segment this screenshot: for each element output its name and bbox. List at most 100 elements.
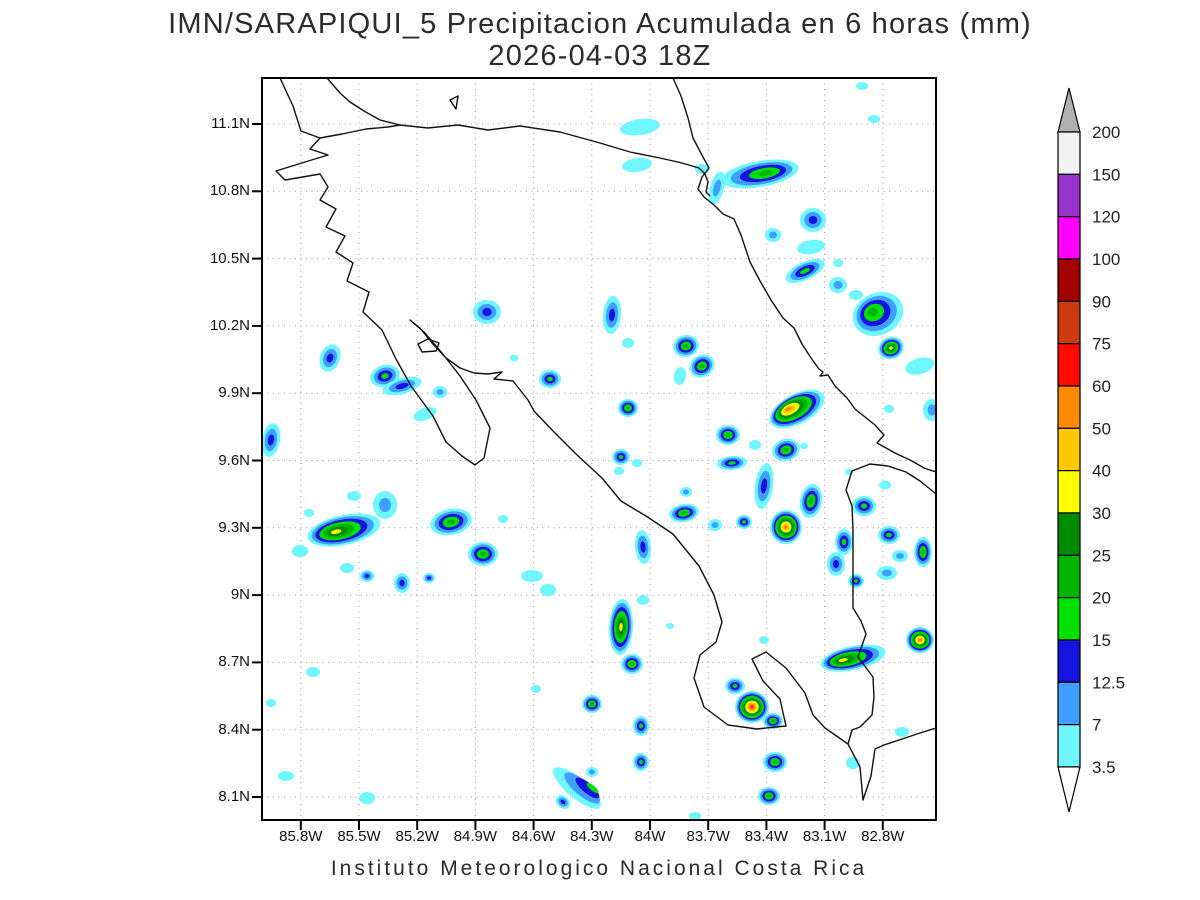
x-axis-label: 84.6W: [511, 828, 556, 845]
y-axis-label: 9N: [230, 586, 250, 604]
precip-blob: [884, 405, 894, 413]
x-axis-label: 84.9W: [453, 828, 498, 845]
precip-blob: [829, 277, 847, 293]
precip-blob: [763, 713, 783, 729]
precip-blob: [878, 336, 904, 360]
precip-blob: [800, 208, 826, 232]
map-plot-area: [252, 77, 937, 830]
colorbar-label: 25: [1092, 546, 1111, 565]
coastline-segment: [845, 470, 875, 745]
precip-blob: [799, 484, 823, 518]
y-axis-label: 10.2N: [209, 316, 250, 334]
colorbar-legend: 200 150 120 100 90 75 60 50 40 30 25 20 15 12.5 7 3.5: [1057, 87, 1125, 813]
precip-blob: [622, 338, 634, 348]
precip-blob: [868, 115, 880, 123]
precip-blob: [849, 290, 863, 300]
precip-blob: [540, 584, 556, 596]
colorbar-box: [1057, 131, 1081, 175]
colorbar-box: [1057, 597, 1081, 641]
colorbar-label: 120: [1092, 208, 1120, 227]
precip-blob: [306, 667, 320, 677]
precip-blob: [763, 752, 787, 772]
precip-blob: [510, 354, 518, 362]
precip-blob: [878, 526, 900, 544]
precip-blob: [433, 386, 447, 398]
precip-blob: [892, 550, 908, 562]
precip-blob: [340, 563, 354, 573]
y-axis-label: 8.7N: [218, 653, 250, 671]
axis-ticks: [252, 123, 884, 830]
colorbar-label: 20: [1092, 589, 1111, 608]
chart-subtitle: 2026-04-03 18Z: [488, 40, 712, 72]
precip-blob: [716, 425, 740, 445]
precip-blob: [394, 573, 410, 593]
precip-blob: [531, 685, 541, 693]
precip-blob: [632, 459, 642, 467]
precip-blob: [708, 519, 722, 531]
precip-blob: [555, 795, 571, 809]
precip-blob: [833, 259, 843, 267]
colorbar-box: [1057, 681, 1081, 726]
precip-blob: [852, 496, 876, 516]
precip-blob: [680, 487, 692, 497]
precip-blob: [759, 636, 769, 644]
caption: Instituto Meteorologico Nacional Costa R…: [330, 857, 868, 880]
precip-blob: [689, 354, 715, 378]
precip-blob: [423, 573, 435, 583]
precip-blob: [856, 82, 868, 90]
precip-blob: [669, 503, 699, 523]
precip-blob: [835, 529, 853, 555]
precip-blob: [673, 334, 699, 358]
colorbar-label: 40: [1092, 462, 1111, 481]
precip-blob: [278, 771, 294, 781]
colorbar-label: 3.5: [1092, 758, 1116, 777]
precip-blob: [689, 812, 701, 820]
precip-blob: [620, 118, 660, 136]
colorbar-box: [1057, 724, 1081, 768]
precip-blob: [553, 767, 601, 809]
precip-blob: [413, 407, 437, 421]
precip-blob: [827, 552, 845, 576]
precip-blob: [498, 515, 508, 523]
precip-blob: [586, 767, 598, 777]
precip-blob: [292, 545, 308, 557]
y-axis-label: 11.1N: [211, 115, 250, 132]
precip-blob: [622, 157, 652, 173]
y-axis-label: 9.6N: [218, 451, 250, 469]
precip-blob: [772, 438, 800, 462]
precip-blob: [877, 566, 897, 580]
precip-blob: [621, 654, 643, 674]
coastline-segment: [417, 338, 440, 353]
coastline: [275, 78, 936, 801]
precip-blob: [582, 695, 602, 713]
precip-blob: [725, 678, 745, 694]
precip-blob: [602, 296, 622, 334]
x-axis-label: 83.1W: [802, 828, 847, 845]
precip-blob: [612, 449, 630, 465]
precip-blob: [637, 595, 649, 605]
precip-blob: [521, 570, 543, 582]
precip-blob: [895, 727, 909, 737]
y-axis-label: 10.8N: [209, 182, 250, 200]
precip-blob: [708, 171, 726, 205]
colorbar-box: [1057, 427, 1081, 472]
precip-blob: [360, 570, 374, 582]
precip-blob: [473, 300, 501, 324]
precipitation-map: [252, 77, 937, 830]
precip-blob: [633, 716, 649, 736]
precip-blob: [721, 159, 799, 189]
colorbar-label: 15: [1092, 631, 1111, 650]
colorbar-label: 7: [1092, 716, 1101, 735]
precip-blob: [373, 491, 397, 519]
colorbar-box: [1057, 470, 1081, 514]
coastline-segment: [275, 78, 936, 801]
x-axis-label: 85.5W: [337, 828, 381, 845]
y-axis-label: 10.5N: [209, 249, 250, 267]
colorbar-label: 150: [1092, 165, 1120, 184]
precip-blob: [430, 508, 472, 536]
y-axis-label: 9.9N: [218, 384, 250, 402]
precip-blob: [304, 509, 314, 517]
precip-blob: [914, 537, 932, 567]
precip-blob: [923, 399, 936, 421]
